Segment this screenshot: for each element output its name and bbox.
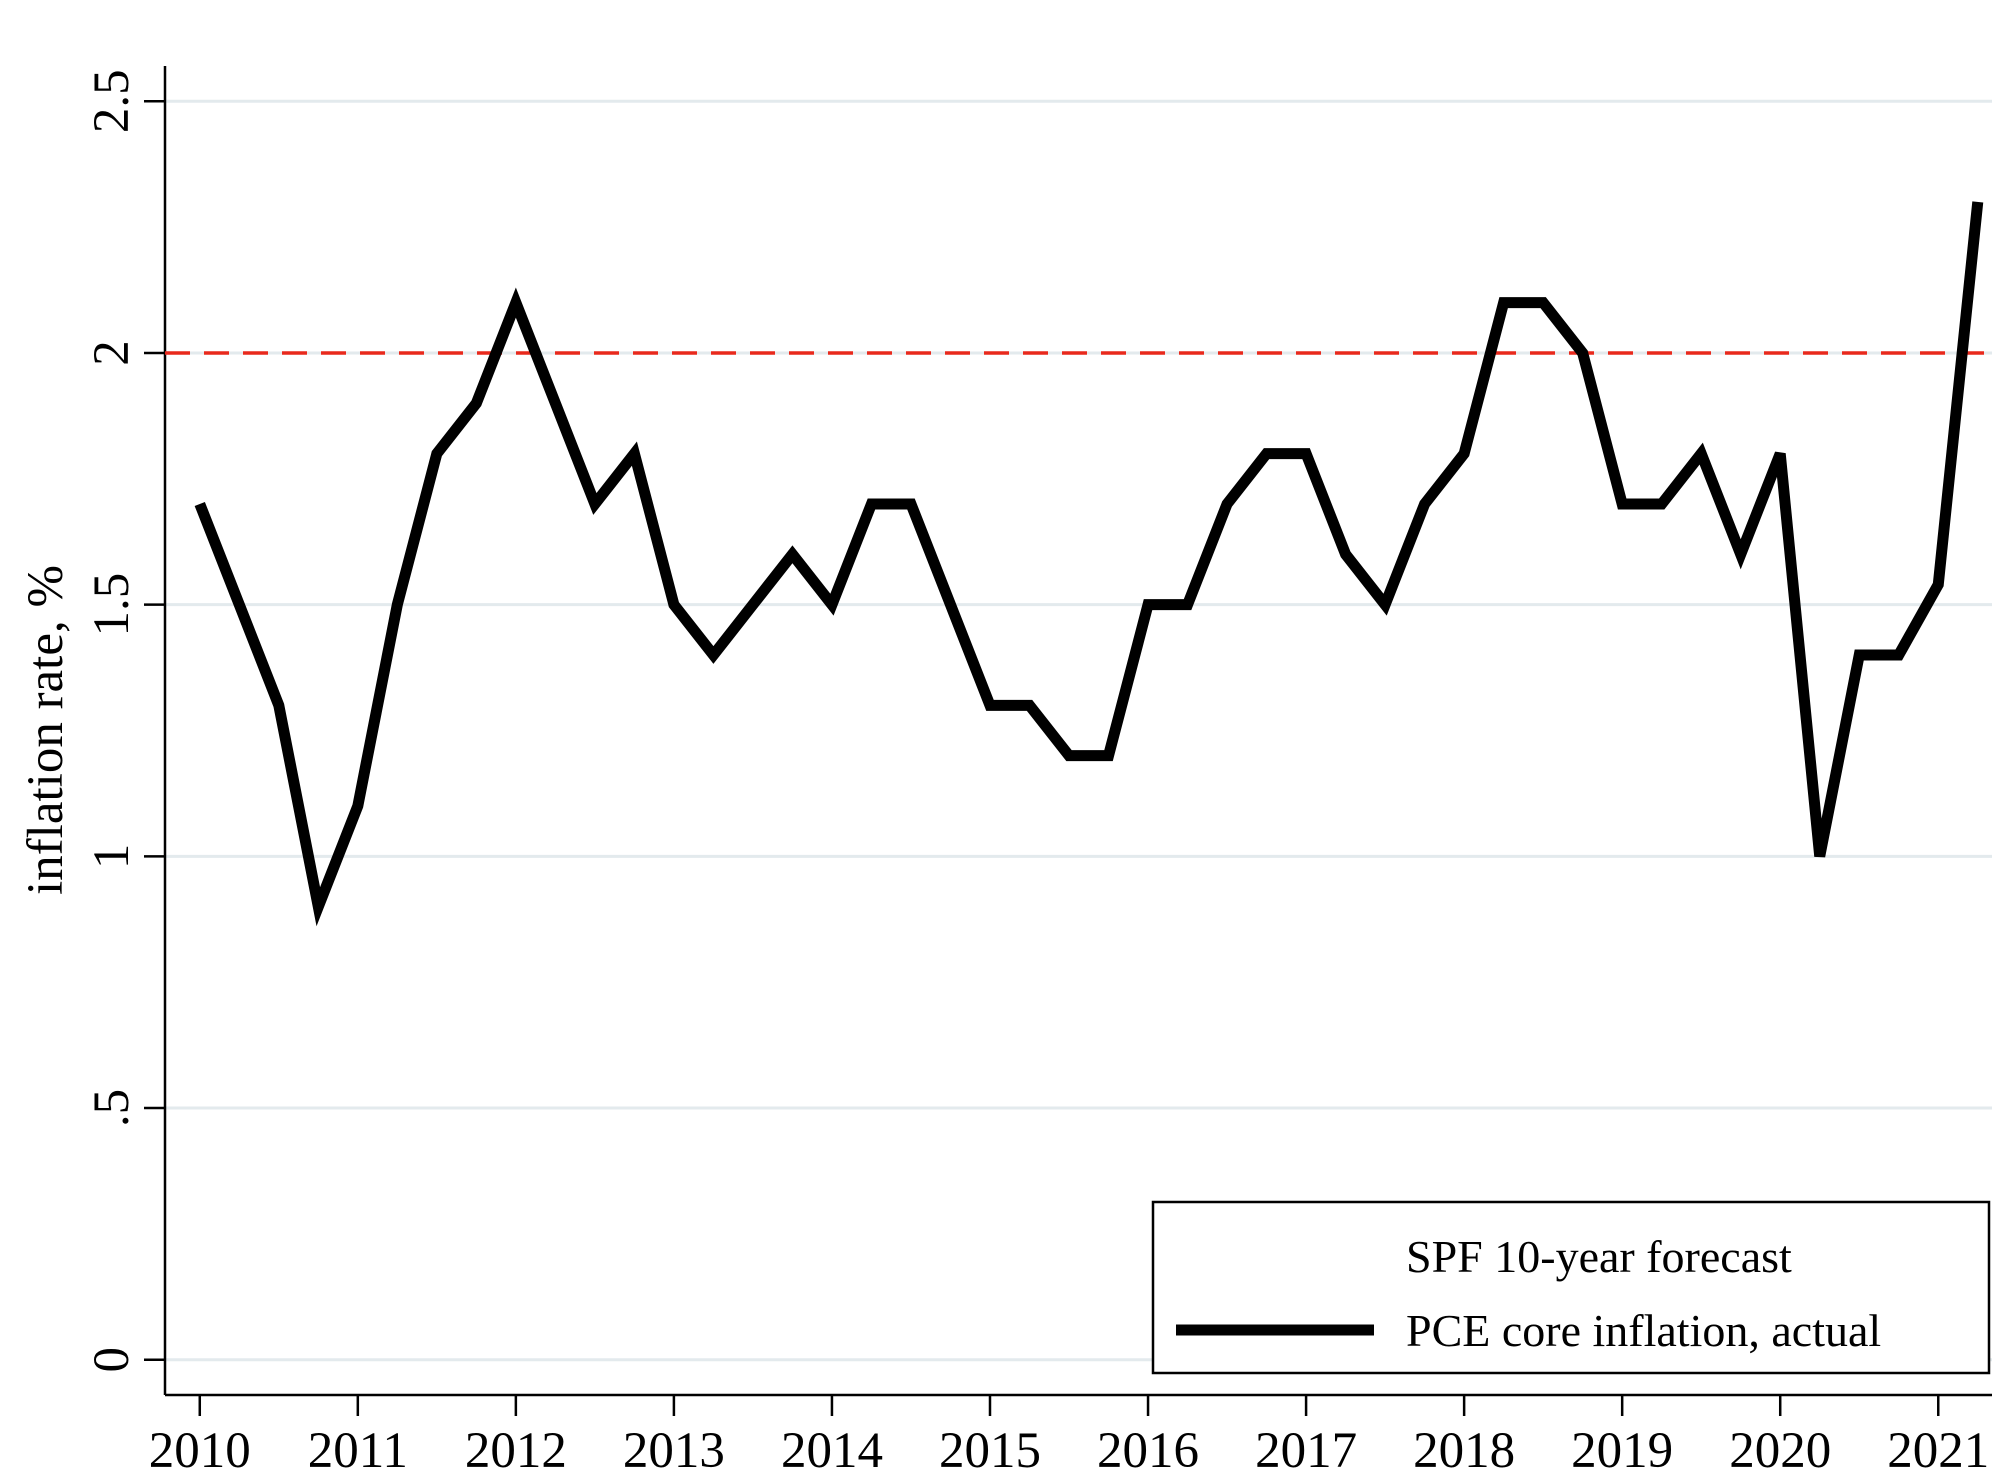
y-tick-label: 1 [84, 844, 140, 870]
legend-box [1151, 1200, 1991, 1375]
y-tick-label: 0 [84, 1347, 140, 1373]
x-tick-label: 2013 [623, 1423, 725, 1479]
x-tick-label: 2017 [1255, 1423, 1357, 1479]
data-line [194, 201, 1984, 927]
y-tick-label: .5 [84, 1089, 140, 1127]
x-tick-label: 2016 [1097, 1423, 1199, 1479]
x-tick-label: 2015 [939, 1423, 1041, 1479]
y-tick-label: 1.5 [84, 573, 140, 637]
y-tick-label: 2.5 [84, 69, 140, 133]
x-tick-label: 2010 [149, 1423, 251, 1479]
x-tick-label: 2018 [1413, 1423, 1515, 1479]
legend-label: PCE core inflation, actual [1406, 1305, 1881, 1356]
y-tick-label: 2 [84, 340, 140, 366]
x-tick-label: 2014 [781, 1423, 883, 1479]
y-axis-label: inflation rate, % [18, 565, 74, 895]
x-tick-label: 2021 [1887, 1423, 1989, 1479]
x-tick-label: 2011 [308, 1423, 408, 1479]
x-tick-label: 2020 [1729, 1423, 1831, 1479]
legend-label: SPF 10-year forecast [1406, 1231, 1792, 1282]
x-tick-label: 2012 [465, 1423, 567, 1479]
x-tick-label: 2019 [1571, 1423, 1673, 1479]
